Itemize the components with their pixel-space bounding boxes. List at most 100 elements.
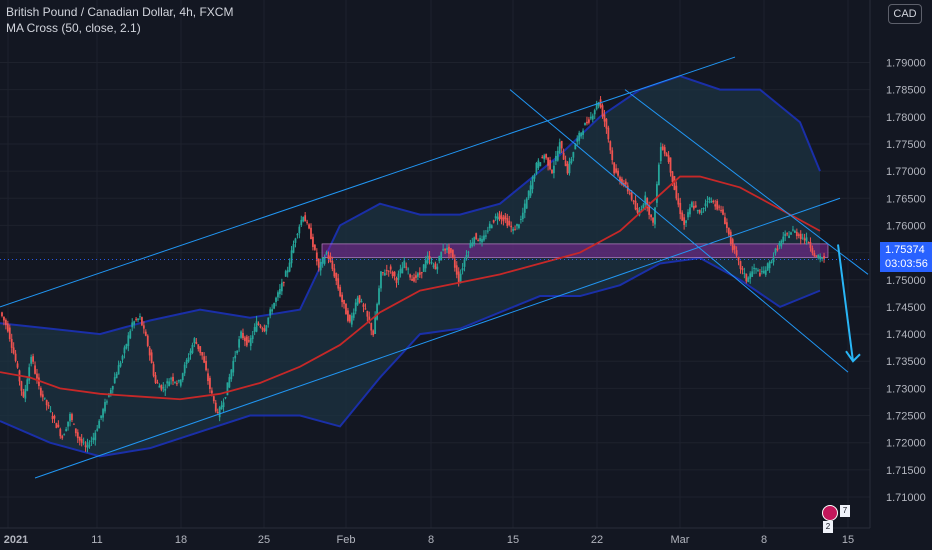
candle-body (265, 325, 268, 332)
candle-body (127, 335, 130, 346)
candle-body (453, 259, 456, 268)
candle-body (10, 338, 13, 348)
candle-body (624, 181, 627, 185)
candle-body (490, 225, 493, 229)
candle-body (496, 216, 499, 220)
projection-arrow (837, 244, 854, 362)
candle-body (813, 253, 816, 256)
candle-body (80, 438, 83, 443)
candle-body (776, 248, 779, 251)
candle-body (673, 176, 676, 190)
candle-body (135, 318, 137, 320)
candle-body (352, 312, 355, 318)
candle-body (335, 272, 338, 281)
price-tick-label: 1.73000 (886, 383, 926, 395)
currency-badge[interactable]: CAD (888, 4, 922, 24)
candle-body (523, 203, 526, 213)
candle-body (382, 272, 384, 274)
candle-body (160, 384, 163, 390)
candle-body (397, 273, 400, 280)
candle-body (438, 256, 441, 261)
candle-body (205, 360, 207, 371)
candle-body (152, 364, 155, 376)
candle-body (749, 273, 752, 279)
events-badge[interactable]: 72 (822, 505, 856, 533)
candle-body (648, 204, 651, 215)
trend-line-2 (34, 197, 841, 479)
candle-body (312, 236, 314, 247)
candle-body (564, 160, 567, 167)
time-tick-label: 25 (258, 534, 270, 546)
candle-body (440, 251, 443, 261)
candle-body (20, 381, 23, 391)
candle-body (780, 240, 783, 247)
candle-body (24, 389, 27, 399)
candle-body (494, 216, 497, 219)
candle-body (222, 402, 225, 408)
candle-body (539, 162, 542, 167)
candle-body (636, 207, 639, 213)
candle-body (716, 200, 719, 210)
candle-body (450, 248, 452, 253)
candle-body (436, 266, 439, 270)
indicator-label[interactable]: MA Cross (50, close, 2.1) (6, 21, 141, 35)
candle-body (78, 437, 81, 441)
candle-body (306, 221, 309, 223)
candle-body (236, 350, 239, 354)
candle-body (313, 244, 316, 250)
candle-body (257, 323, 260, 325)
candle-body (722, 209, 724, 215)
candle-body (778, 242, 781, 246)
candle-body (212, 396, 215, 402)
candle-body (475, 233, 478, 240)
candle-body (187, 357, 190, 362)
candle-body (702, 208, 705, 210)
candle-body (634, 200, 637, 210)
candle-body (191, 344, 194, 353)
candle-body (459, 273, 462, 283)
candle-body (772, 256, 775, 263)
candle-body (356, 297, 359, 305)
candle-body (551, 169, 553, 174)
candle-body (663, 147, 666, 154)
candle-body (677, 198, 680, 205)
candle-body (131, 322, 134, 328)
candle-body (782, 236, 785, 242)
candle-body (383, 273, 386, 276)
candle-body (111, 386, 114, 390)
candle-body (790, 232, 792, 235)
candle-body (768, 261, 771, 269)
candle-body (370, 323, 373, 331)
candle-body (84, 445, 87, 447)
candle-body (156, 382, 159, 384)
candle-body (481, 238, 483, 243)
candle-body (148, 347, 151, 356)
candle-body (426, 255, 429, 264)
candle-body (22, 391, 25, 397)
candle-body (73, 423, 75, 425)
candle-body (432, 265, 435, 267)
candle-body (675, 185, 678, 199)
candle-body (51, 415, 54, 420)
candle-body (259, 325, 262, 328)
candle-body (45, 400, 48, 406)
candle-body (521, 212, 524, 219)
candle-body (519, 219, 522, 221)
bollinger-band-fill (0, 76, 820, 457)
candle-body (409, 274, 412, 278)
candle-body (343, 299, 345, 305)
candle-body (764, 270, 767, 275)
candle-body (792, 229, 794, 231)
candle-body (510, 225, 513, 228)
candle-body (553, 165, 555, 174)
candle-body (71, 414, 73, 421)
candle-body (708, 197, 711, 201)
candle-body (788, 235, 790, 238)
candle-body (512, 228, 515, 231)
candle-body (418, 272, 421, 275)
candle-body (245, 336, 248, 346)
candle-body (518, 224, 520, 228)
candle-body (786, 233, 789, 235)
symbol-title[interactable]: British Pound / Canadian Dollar, 4h, FXC… (6, 5, 234, 19)
